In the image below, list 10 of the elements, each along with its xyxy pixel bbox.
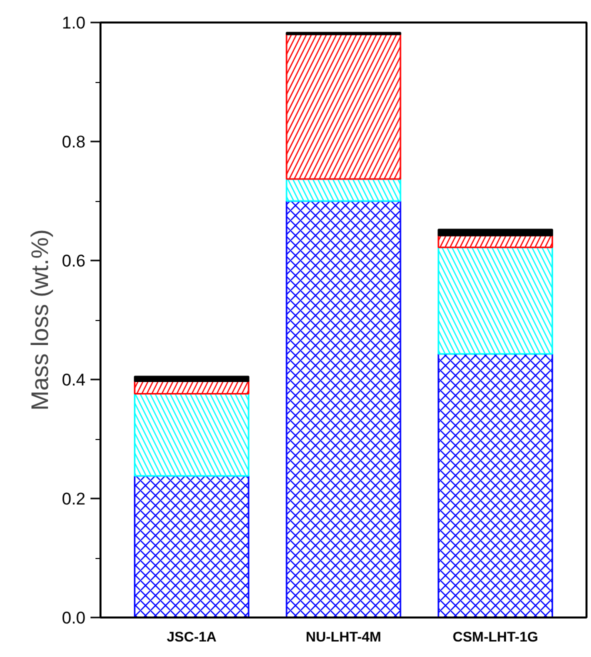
y-tick-label: 0.0 [62,608,86,628]
x-tick-label: CSM-LHT-1G [452,628,538,644]
y-tick-label: 0.4 [62,370,86,390]
x-tick-label: NU-LHT-4M [306,628,382,644]
y-tick-label: 1.0 [62,14,86,32]
y-tick-label: 0.8 [62,132,86,152]
y-tick-label: 0.2 [62,490,86,508]
x-tick-label: JSC-1A [166,628,217,644]
y-axis-title: Mass loss (wt.%) [26,229,54,411]
y-tick-label: 0.6 [62,252,86,270]
